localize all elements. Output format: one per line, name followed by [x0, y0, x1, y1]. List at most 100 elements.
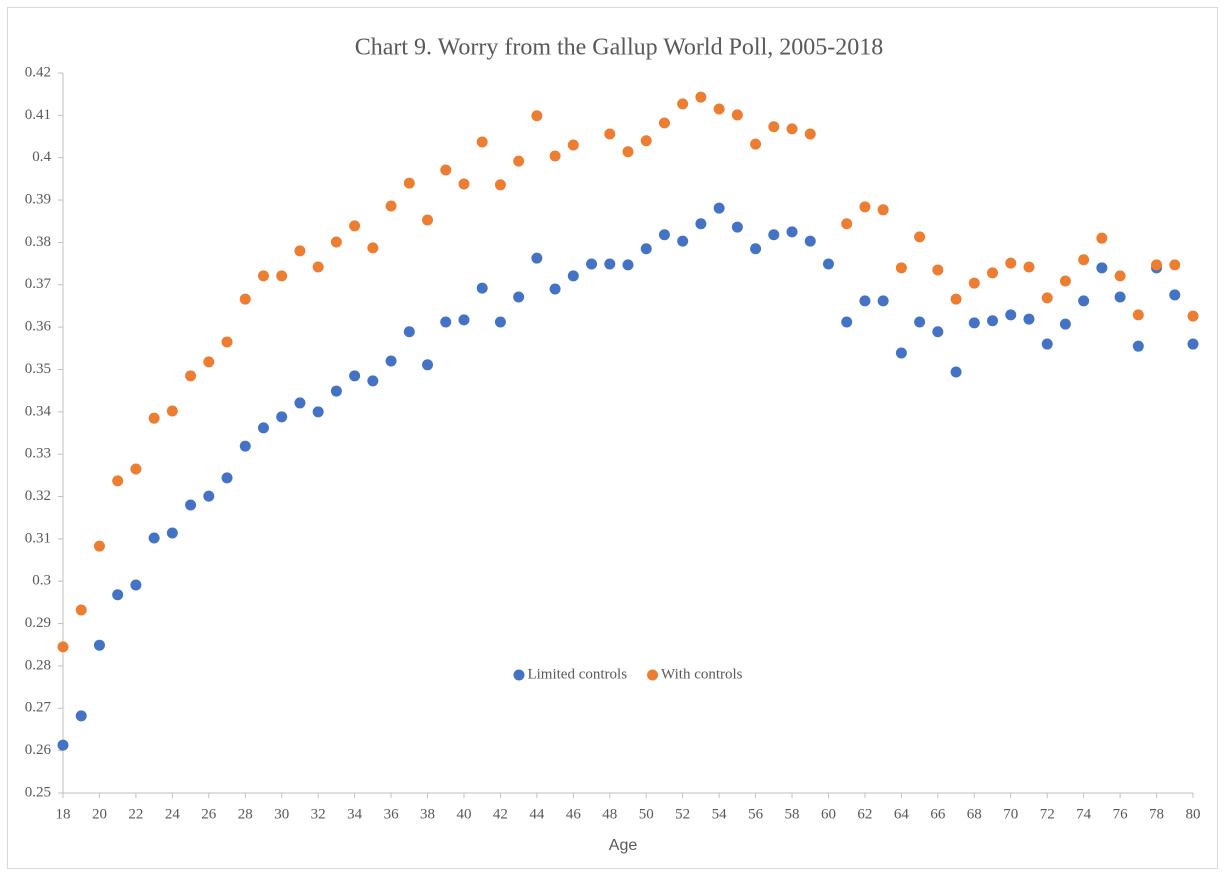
point	[513, 155, 525, 167]
x-tick-label: 56	[748, 806, 764, 822]
point	[458, 178, 470, 190]
point	[531, 110, 543, 122]
y-tick-label: 0.35	[25, 361, 51, 377]
point	[1169, 259, 1181, 271]
point	[677, 98, 689, 110]
y-tick-label: 0.32	[25, 488, 51, 504]
point	[1187, 338, 1199, 350]
point	[695, 218, 707, 230]
point	[1151, 259, 1163, 271]
point	[403, 177, 415, 189]
point	[895, 262, 907, 274]
point	[750, 243, 762, 255]
x-tick-label: 48	[602, 806, 617, 822]
point	[239, 440, 251, 452]
point	[221, 336, 233, 348]
point	[768, 121, 780, 133]
chart-border	[7, 7, 1218, 869]
point	[203, 490, 215, 502]
x-tick-label: 20	[92, 806, 107, 822]
point	[148, 412, 160, 424]
point	[130, 579, 142, 591]
point	[458, 314, 470, 326]
point	[166, 527, 178, 539]
point	[640, 135, 652, 147]
x-tick-label: 58	[785, 806, 800, 822]
point	[1005, 257, 1017, 269]
point	[1114, 291, 1126, 303]
point	[604, 128, 616, 140]
point	[914, 231, 926, 243]
point	[586, 258, 598, 270]
y-tick-label: 0.36	[25, 319, 52, 335]
point	[257, 422, 269, 434]
point	[822, 258, 834, 270]
point	[567, 139, 579, 151]
point	[750, 138, 762, 150]
x-tick-label: 42	[493, 806, 508, 822]
x-tick-label: 22	[128, 806, 143, 822]
point	[75, 710, 87, 722]
y-tick-label: 0.25	[25, 784, 51, 800]
x-tick-label: 72	[1040, 806, 1055, 822]
y-tick-label: 0.37	[25, 276, 52, 292]
point	[276, 411, 288, 423]
point	[695, 91, 707, 103]
x-tick-label: 26	[201, 806, 217, 822]
y-tick-label: 0.29	[25, 615, 51, 631]
y-tick-label: 0.42	[25, 64, 51, 80]
point	[877, 204, 889, 216]
point	[57, 739, 69, 751]
x-tick-label: 30	[274, 806, 289, 822]
point	[112, 475, 124, 487]
point	[494, 179, 506, 191]
legend-marker	[513, 669, 525, 681]
point	[513, 291, 525, 303]
point	[859, 295, 871, 307]
x-axis-label: Age	[609, 837, 638, 854]
point	[166, 405, 178, 417]
point	[276, 270, 288, 282]
point	[294, 397, 306, 409]
point	[804, 128, 816, 140]
point	[549, 150, 561, 162]
legend-label: Limited controls	[527, 666, 627, 682]
point	[1132, 340, 1144, 352]
point	[185, 370, 197, 382]
point	[786, 226, 798, 238]
point	[385, 355, 397, 367]
x-tick-label: 40	[456, 806, 471, 822]
x-tick-label: 50	[639, 806, 654, 822]
x-tick-label: 18	[56, 806, 71, 822]
x-tick-label: 78	[1149, 806, 1164, 822]
x-tick-label: 70	[1003, 806, 1018, 822]
point	[422, 359, 434, 371]
point	[950, 293, 962, 305]
x-tick-label: 36	[384, 806, 400, 822]
y-tick-label: 0.4	[32, 149, 51, 165]
y-tick-label: 0.27	[25, 700, 52, 716]
point	[768, 229, 780, 241]
point	[330, 236, 342, 248]
y-tick-label: 0.39	[25, 191, 51, 207]
x-tick-label: 62	[857, 806, 872, 822]
y-tick-label: 0.34	[25, 403, 52, 419]
point	[349, 220, 361, 232]
point	[841, 218, 853, 230]
x-tick-label: 76	[1113, 806, 1129, 822]
point	[877, 295, 889, 307]
x-tick-label: 52	[675, 806, 690, 822]
point	[677, 235, 689, 247]
x-tick-label: 66	[930, 806, 946, 822]
point	[859, 201, 871, 213]
x-tick-label: 46	[566, 806, 582, 822]
point	[93, 639, 105, 651]
y-tick-label: 0.38	[25, 234, 51, 250]
point	[968, 277, 980, 289]
point	[312, 261, 324, 273]
point	[804, 235, 816, 247]
point	[440, 316, 452, 328]
point	[658, 229, 670, 241]
